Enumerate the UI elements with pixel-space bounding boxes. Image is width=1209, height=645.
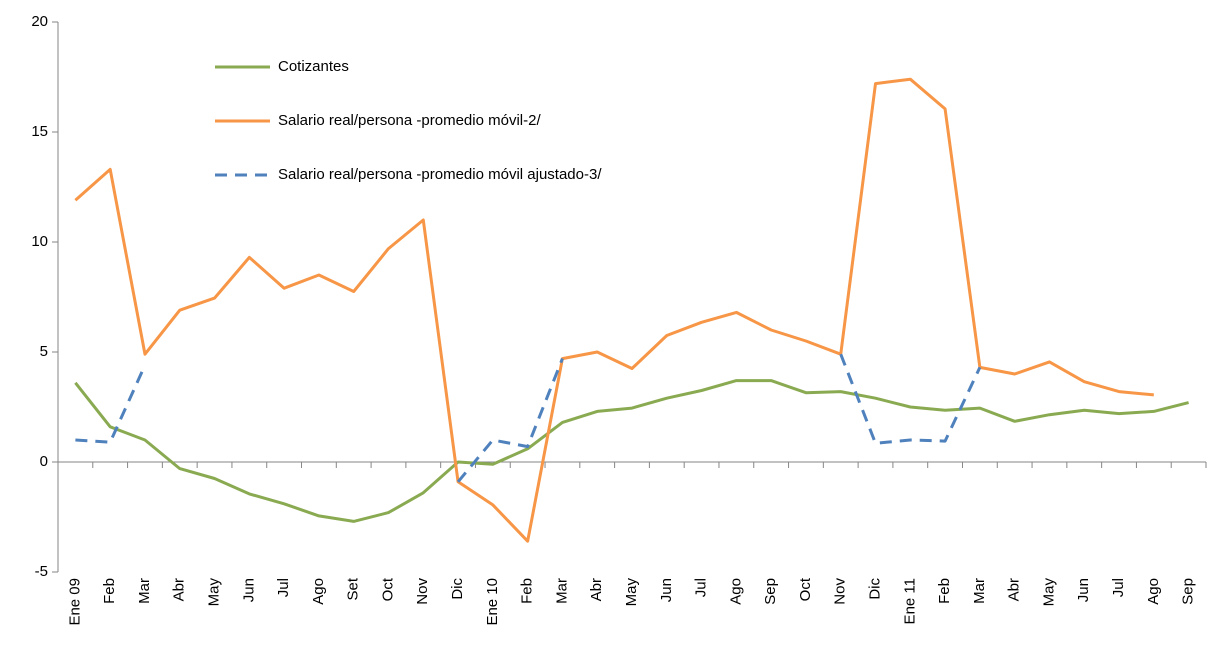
y-tick-label: 20 [31, 13, 48, 30]
x-tick-label: Mar [136, 578, 153, 604]
y-tick-label: 10 [31, 233, 48, 250]
series-line [74, 379, 1189, 523]
x-tick-label: Mar [971, 578, 988, 604]
x-tick-label: Oct [797, 577, 814, 601]
x-tick-label: May [1040, 578, 1057, 607]
x-tick-label: Ago [727, 578, 744, 605]
x-tick-label: Jun [658, 578, 675, 602]
x-tick-label: Set [345, 577, 362, 600]
legend-label: Cotizantes [278, 58, 349, 75]
x-tick-label: Feb [936, 578, 953, 604]
x-tick-label: Ene 10 [484, 578, 501, 626]
x-tick-label: Jul [275, 578, 292, 597]
x-tick-label: Jul [693, 578, 710, 597]
legend-label: Salario real/persona -promedio móvil aju… [278, 166, 602, 183]
x-tick-label: Ene 09 [66, 578, 83, 626]
legend-label: Salario real/persona -promedio móvil-2/ [278, 112, 541, 129]
x-tick-label: Abr [171, 578, 188, 601]
x-tick-label: Jul [1110, 578, 1127, 597]
x-tick-label: Ene 11 [901, 578, 918, 624]
x-tick-label: Sep [1180, 578, 1197, 605]
y-tick-label: 0 [40, 453, 48, 470]
y-tick-label: -5 [35, 563, 48, 580]
x-tick-label: Nov [832, 578, 849, 605]
x-tick-label: May [623, 578, 640, 607]
x-tick-label: Feb [519, 578, 536, 604]
x-tick-label: Oct [379, 577, 396, 601]
x-tick-label: Dic [449, 578, 466, 600]
x-tick-label: Feb [101, 578, 118, 604]
y-tick-label: 5 [40, 343, 48, 360]
x-tick-label: May [206, 578, 223, 607]
x-tick-label: Sep [762, 578, 779, 605]
x-tick-label: Jun [1075, 578, 1092, 602]
x-tick-label: Ago [1145, 578, 1162, 605]
x-tick-label: Abr [1006, 578, 1023, 601]
series-line [75, 353, 982, 483]
x-tick-label: Ago [310, 578, 327, 605]
x-tick-label: Nov [414, 578, 431, 605]
x-tick-label: Mar [553, 578, 570, 604]
x-tick-label: Abr [588, 578, 605, 601]
x-tick-label: Dic [866, 578, 883, 600]
x-tick-label: Jun [240, 578, 257, 602]
y-tick-label: 15 [31, 123, 48, 140]
series-line [74, 77, 1154, 543]
